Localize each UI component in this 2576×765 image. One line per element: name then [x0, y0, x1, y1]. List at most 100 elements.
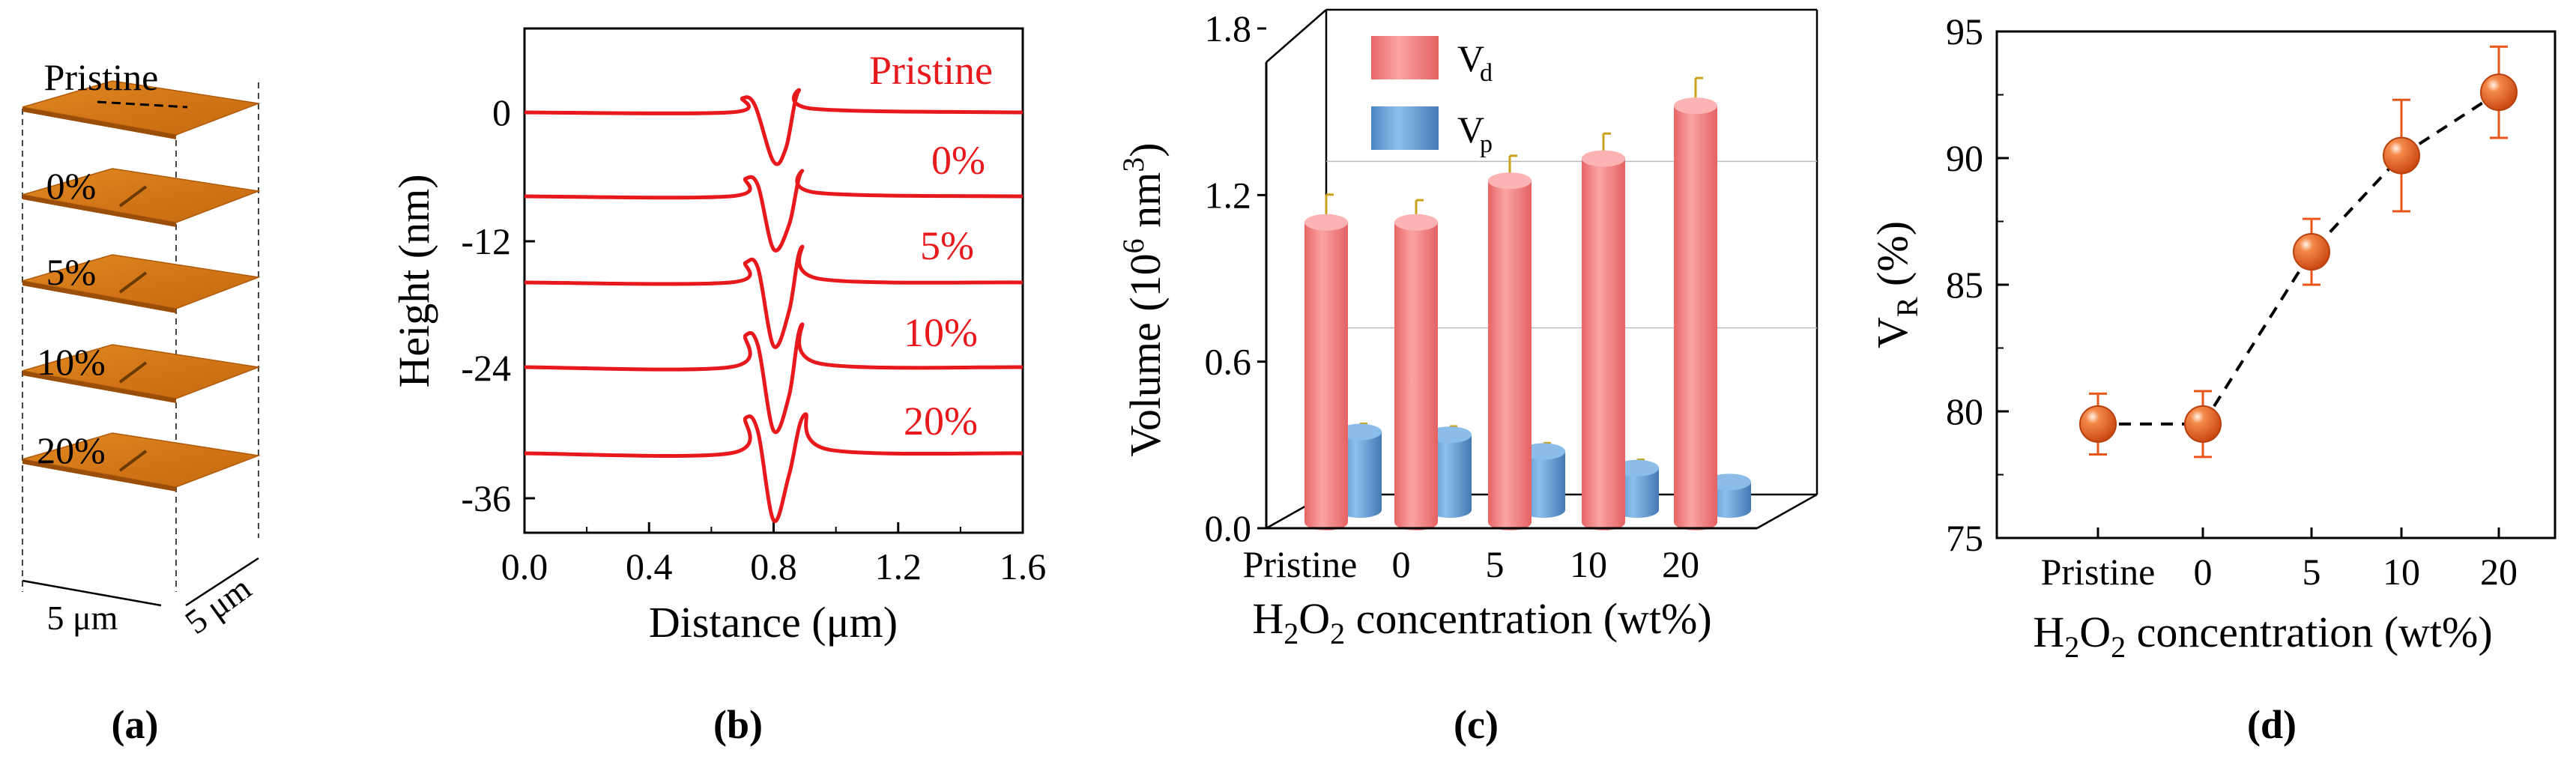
afm-sample-label: Pristine	[44, 56, 159, 98]
y-tick-label: 1.2	[1205, 174, 1252, 216]
legend-sub-vp: p	[1480, 130, 1493, 158]
x-tick-label: 0	[2194, 551, 2213, 593]
y-tick-label: 90	[1946, 137, 1983, 179]
afm-plate-edge	[22, 281, 176, 313]
panel-c-xlabel: H2O2 concentration (wt%)	[1252, 594, 1711, 650]
panel-d-label: (d)	[2247, 702, 2297, 747]
panel-d-frame	[1995, 30, 2557, 539]
scratch-mark	[118, 450, 148, 472]
y-tick-label: 80	[1946, 390, 1983, 432]
x-tick-label: Pristine	[2041, 551, 2156, 593]
data-point	[2293, 233, 2330, 271]
dimension-arrow-y	[185, 557, 259, 607]
afm-plate-edge	[22, 371, 176, 403]
profile-line	[97, 100, 188, 109]
scratch-mark	[118, 361, 148, 384]
scratch-mark	[118, 185, 148, 208]
x-tick-label: 0.0	[501, 545, 548, 587]
legend-label-vp: V	[1457, 109, 1484, 151]
afm-sample-label: 10%	[37, 341, 106, 383]
y-tick-label: 0.0	[1205, 507, 1252, 549]
trend-line	[2098, 91, 2500, 426]
data-point	[2480, 73, 2518, 112]
bar-top	[1708, 474, 1751, 491]
scratch-mark	[118, 271, 148, 294]
panel-d-axes: 75 80 85 90 95 Pristine 0 5 10 20	[1946, 10, 2518, 593]
trace-label: 0%	[931, 138, 985, 183]
bar-body	[1488, 181, 1532, 522]
legend-label-vd: V	[1457, 37, 1484, 79]
bar-top	[1615, 459, 1659, 477]
bar-base	[1338, 501, 1382, 518]
x-tick-label: 10	[1570, 543, 1607, 585]
y-tick-label: 95	[1946, 10, 1983, 52]
bar-base	[1304, 514, 1348, 530]
trace-0%	[524, 169, 1024, 253]
panel-d-vr-scatter: 75 80 85 90 95 Pristine 0 5 10 20 VR (%) H2O2 con…	[1868, 10, 2557, 747]
panel-b-height-profiles: 0.0 0.4 0.8 1.2 1.6 0 -12 -24 -36 Pristine 0% 5% 10…	[390, 27, 1046, 747]
bar-top	[1488, 172, 1532, 190]
trace-20%	[524, 412, 1024, 524]
floor-right-edge	[1756, 493, 1818, 530]
afm-plate	[22, 168, 261, 223]
vd-bar	[1674, 97, 1717, 530]
bar-base	[1582, 514, 1625, 530]
x-tick-label: Pristine	[1243, 543, 1358, 585]
data-point	[2079, 405, 2117, 443]
afm-sample-label: 5%	[46, 251, 97, 293]
data-point	[2184, 405, 2222, 443]
y-tick-label: -12	[461, 220, 511, 262]
data-point	[2383, 136, 2420, 175]
y-tick-label: 0.6	[1205, 341, 1252, 383]
panel-d-points	[2079, 45, 2518, 459]
legend-swatch-vd	[1371, 36, 1439, 79]
y-tick-label: 0	[492, 91, 511, 133]
trace-label: 10%	[904, 310, 978, 355]
panel-c-bars	[1304, 76, 1751, 530]
bar-base	[1615, 501, 1659, 518]
bar-body	[1582, 158, 1625, 523]
legend-sub-vd: d	[1480, 59, 1493, 87]
trace-Pristine	[524, 88, 1024, 166]
panel-b-ylabel: Height (nm)	[390, 174, 438, 387]
bar-base	[1674, 514, 1717, 530]
x-tick-label: 10	[2383, 551, 2420, 593]
bar-body	[1674, 106, 1717, 522]
panel-c-axes: 0.0 0.6 1.2 1.8 Pristine 0 5 10 20	[1205, 7, 1757, 585]
bar-base	[1394, 514, 1438, 530]
bar-top	[1674, 97, 1717, 115]
y-tick-label: 85	[1946, 264, 1983, 306]
panel-c-label: (c)	[1454, 702, 1499, 747]
afm-plate-edge	[22, 107, 176, 139]
panel-d-ylabel: VR (%)	[1868, 221, 1924, 348]
trace-label: 5%	[920, 223, 974, 268]
x-tick-label: 0.8	[750, 545, 797, 587]
y-tick-label: -36	[461, 477, 511, 519]
afm-dimension-y: 5 μm	[178, 569, 258, 641]
x-tick-label: 0	[1392, 543, 1411, 585]
top-left-depth	[1266, 9, 1327, 63]
afm-plate-edge	[22, 195, 176, 227]
bar-base	[1522, 501, 1565, 518]
trace-10%	[524, 322, 1024, 435]
x-tick-label: 0.4	[626, 545, 673, 587]
vd-bar	[1394, 214, 1438, 530]
panel-a-label: (a)	[112, 702, 159, 747]
x-tick-label: 5	[1486, 543, 1505, 585]
bar-base	[1488, 514, 1532, 530]
y-tick-label: 1.8	[1205, 7, 1252, 49]
panel-a-afm-stack: (a) Pristine 0% 5% 10% 20% 5 μm 5 μm	[22, 56, 261, 747]
panel-b-label: (b)	[713, 702, 763, 747]
panel-b-axes: 0.0 0.4 0.8 1.2 1.6 0 -12 -24 -36	[461, 91, 1046, 587]
panel-c-ylabel: Volume (106 nm3)	[1116, 142, 1170, 456]
legend-swatch-vp	[1371, 106, 1439, 150]
x-tick-label: 1.6	[1000, 545, 1047, 587]
x-tick-label: 20	[2480, 551, 2518, 593]
trace-5%	[524, 244, 1024, 349]
panel-b-traces: Pristine 0% 5% 10% 20%	[524, 48, 1024, 524]
vd-bar	[1582, 150, 1625, 530]
vd-bar	[1488, 172, 1532, 530]
x-tick-label: 20	[1662, 543, 1699, 585]
